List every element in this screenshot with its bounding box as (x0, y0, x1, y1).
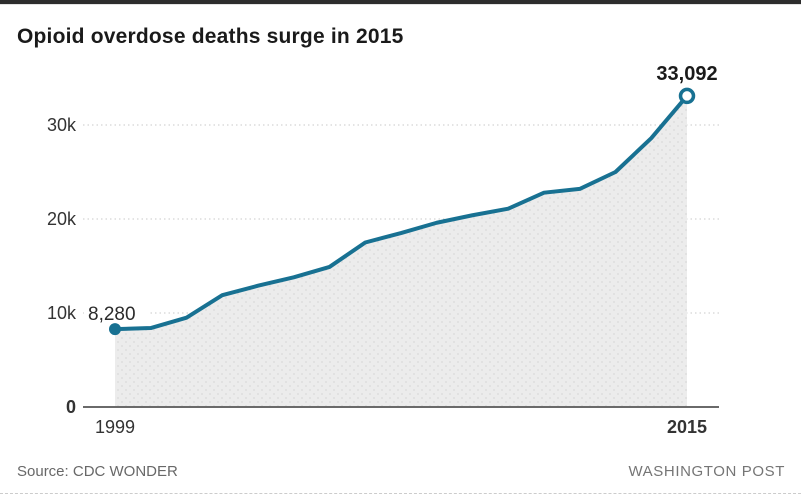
x-tick-2015: 2015 (667, 417, 707, 437)
start-label-backing (84, 303, 150, 323)
y-tick-10k: 10k (47, 303, 77, 323)
deaths-trend-line (113, 93, 689, 332)
area-fill (115, 95, 687, 407)
y-tick-20k: 20k (47, 209, 77, 229)
end-point-marker (678, 87, 696, 105)
source-note: Source: CDC WONDER (17, 463, 178, 480)
start-point-marker (109, 323, 121, 336)
top-border (0, 0, 801, 4)
bottom-divider (0, 493, 801, 494)
chart-title: Opioid overdose deaths surge in 2015 (17, 25, 404, 48)
x-tick-1999: 1999 (95, 417, 135, 437)
publisher-credit: WASHINGTON POST (628, 463, 785, 480)
end-value-label: 33,092 (656, 63, 717, 85)
y-tick-0: 0 (66, 397, 76, 417)
y-tick-30k: 30k (47, 115, 77, 135)
start-value-label: 8,280 (88, 304, 136, 325)
